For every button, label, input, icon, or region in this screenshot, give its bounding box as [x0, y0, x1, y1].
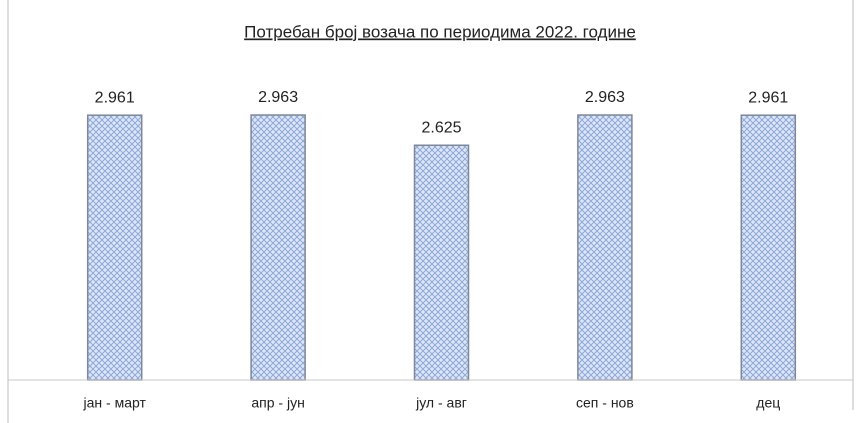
- bar: [250, 114, 306, 381]
- value-label: 2.963: [258, 89, 298, 106]
- x-tick-label: сеп - нов: [576, 395, 634, 411]
- bar: [577, 114, 633, 381]
- x-tick-label: апр - јун: [251, 395, 304, 411]
- x-tick-label: јан - март: [83, 395, 147, 411]
- x-tick-label: јул - авг: [415, 395, 467, 411]
- bar: [740, 114, 797, 381]
- chart-title: Потребан број возача по периодима 2022. …: [244, 22, 636, 41]
- value-label: 2.625: [421, 119, 461, 136]
- value-label: 2.963: [585, 89, 625, 106]
- value-label: 2.961: [95, 89, 135, 106]
- bar: [413, 144, 470, 381]
- bar: [86, 114, 143, 381]
- value-label: 2.961: [748, 89, 788, 106]
- x-tick-label: дец: [756, 395, 780, 411]
